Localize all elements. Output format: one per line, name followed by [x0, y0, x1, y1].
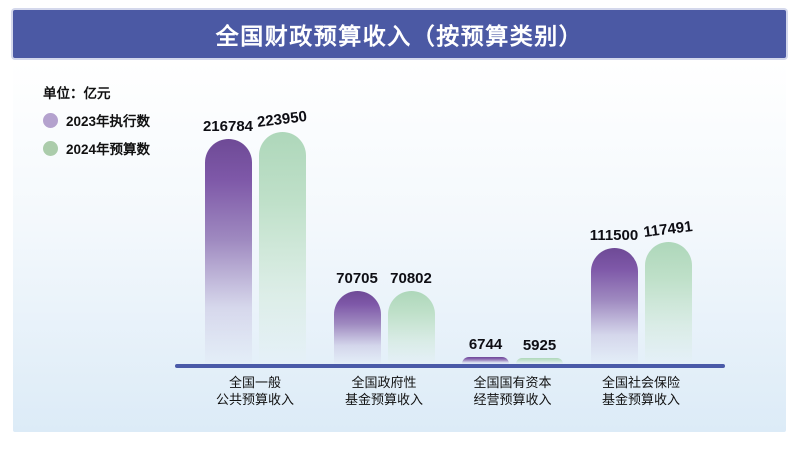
bar-2023年执行数-全国国有资本经营预算收入	[462, 357, 509, 364]
bar-chart: 216784 223950 全国一般 公共预算收入 70705 70802 全国政府性 基金预…	[13, 62, 786, 432]
bar-value-label: 111500	[589, 227, 639, 244]
bar-value-label: 70802	[390, 270, 432, 287]
bar-value-label: 216784	[202, 118, 254, 135]
bar-2024年预算数-全国国有资本经营预算收入	[516, 358, 563, 364]
bar-2023年执行数-全国社会保险基金预算收入	[590, 248, 638, 364]
legend: 2023年执行数 2024年预算数	[43, 106, 150, 162]
bar-value-label: 6744	[468, 336, 503, 353]
category-label: 全国政府性 基金预算收入	[344, 375, 424, 407]
category-label: 全国一般 公共预算收入	[215, 375, 295, 407]
chart-panel: 单位：亿元 2023年执行数 2024年预算数 216784 223950 全国一般…	[13, 62, 786, 432]
legend-item-2024: 2024年预算数	[43, 134, 150, 162]
title-banner: 全国财政预算收入（按预算类别）	[13, 10, 786, 58]
bar-value-label: 223950	[256, 108, 308, 131]
bar-2023年执行数-全国政府性基金预算收入	[333, 291, 381, 364]
bar-2024年预算数-全国社会保险基金预算收入	[644, 242, 692, 364]
legend-swatch-2023-icon	[43, 112, 58, 128]
unit-label: 单位：亿元	[43, 86, 111, 101]
bar-2024年预算数-全国政府性基金预算收入	[387, 291, 435, 364]
category-label: 全国社会保险 基金预算收入	[601, 375, 681, 407]
page-title: 全国财政预算收入（按预算类别）	[215, 23, 584, 49]
bar-value-label: 70705	[336, 270, 378, 287]
bar-2023年执行数-全国一般公共预算收入	[204, 139, 252, 364]
legend-label-2024: 2024年预算数	[66, 142, 151, 157]
legend-item-2023: 2023年执行数	[43, 106, 150, 134]
bar-value-label: 117491	[642, 218, 694, 241]
x-axis-line	[175, 364, 725, 368]
legend-label-2023: 2023年执行数	[66, 114, 151, 129]
category-label: 全国国有资本 经营预算收入	[473, 375, 552, 407]
bar-2024年预算数-全国一般公共预算收入	[258, 132, 306, 364]
bar-value-label: 5925	[522, 337, 557, 354]
legend-swatch-2024-icon	[43, 140, 58, 156]
